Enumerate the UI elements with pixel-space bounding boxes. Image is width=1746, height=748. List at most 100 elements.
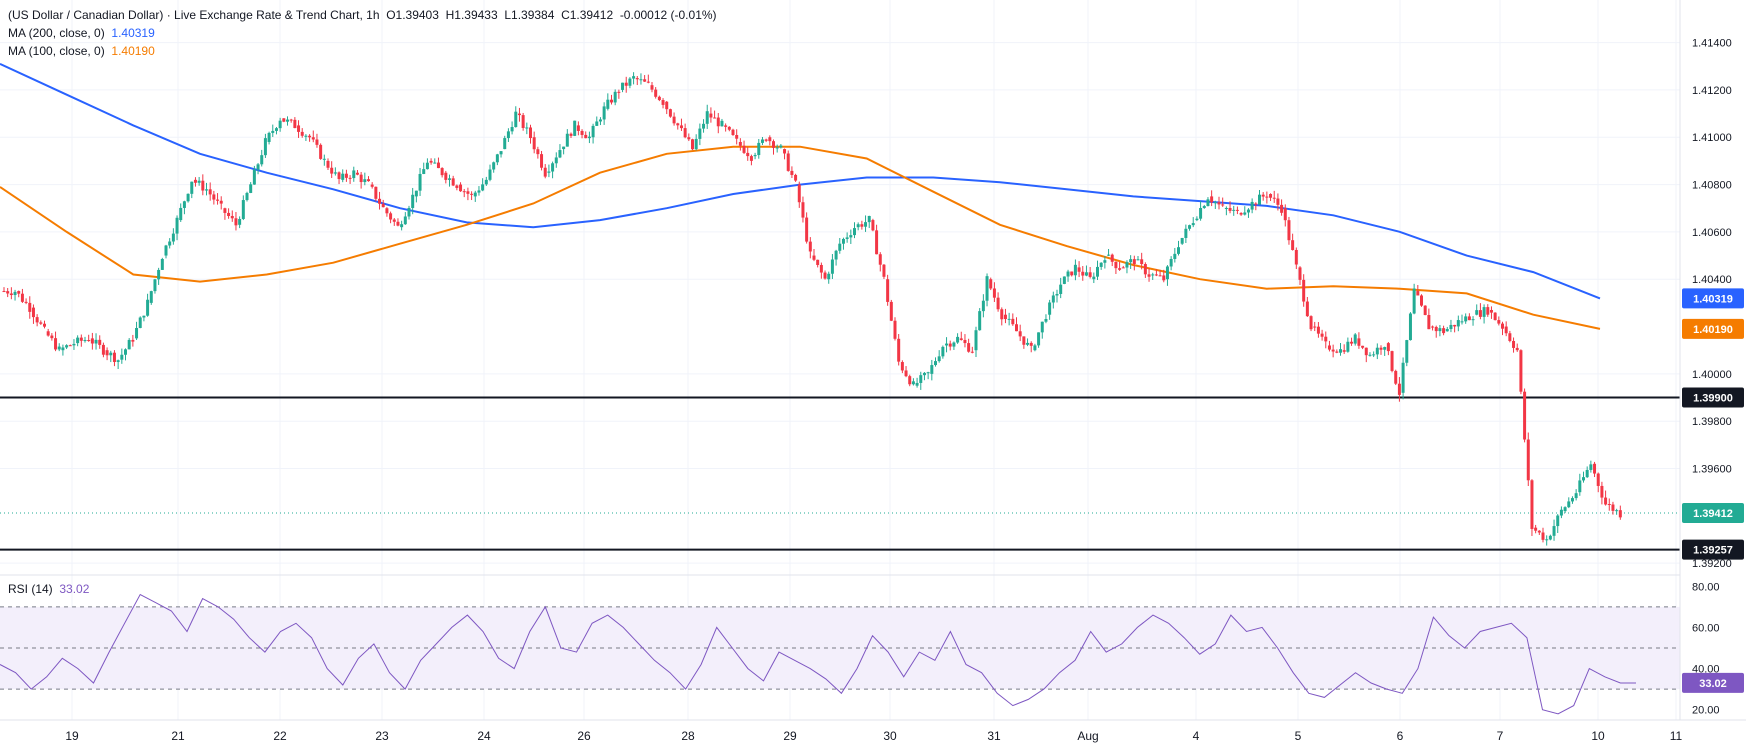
time-axis[interactable]: 19 21 22 23 24 26 28 29 30 31 Aug 4 5 6 7 10 11 — [65, 729, 1682, 743]
candle[interactable] — [1405, 339, 1409, 367]
candle[interactable] — [720, 118, 724, 127]
candle[interactable] — [370, 182, 374, 189]
candle[interactable] — [65, 344, 69, 350]
candle[interactable] — [543, 164, 547, 179]
candle[interactable] — [753, 152, 757, 160]
candle[interactable] — [1431, 325, 1435, 331]
candle[interactable] — [915, 377, 919, 388]
candle[interactable] — [683, 123, 687, 139]
candle[interactable] — [602, 102, 606, 125]
candle[interactable] — [1180, 237, 1184, 245]
candle[interactable] — [278, 117, 282, 132]
candle[interactable] — [1497, 316, 1501, 326]
candle[interactable] — [1051, 291, 1055, 309]
candle[interactable] — [772, 139, 775, 155]
candle[interactable] — [319, 143, 323, 160]
candle[interactable] — [252, 165, 256, 185]
candle[interactable] — [654, 87, 658, 99]
candle[interactable] — [757, 138, 761, 159]
candle[interactable] — [1386, 341, 1390, 356]
candle[interactable] — [79, 334, 83, 347]
candle[interactable] — [212, 190, 216, 205]
candle[interactable] — [90, 332, 94, 350]
candle[interactable] — [1397, 377, 1401, 402]
candle[interactable] — [1604, 490, 1608, 506]
candle[interactable] — [930, 359, 934, 381]
candle[interactable] — [1162, 269, 1166, 283]
price-axis[interactable]: 1.41400 1.41200 1.41000 1.40800 1.40600 1.404… — [1692, 38, 1732, 717]
candle[interactable] — [1125, 260, 1129, 274]
candle[interactable] — [87, 334, 91, 342]
candle[interactable] — [1283, 204, 1287, 227]
candle[interactable] — [422, 162, 426, 175]
candle[interactable] — [101, 342, 105, 358]
candle[interactable] — [61, 344, 65, 356]
candle[interactable] — [1037, 332, 1041, 348]
candle[interactable] — [127, 338, 131, 350]
candle[interactable] — [871, 218, 875, 232]
candle[interactable] — [1228, 201, 1232, 214]
candle[interactable] — [676, 122, 680, 130]
candle[interactable] — [1298, 266, 1302, 285]
candle[interactable] — [801, 196, 805, 223]
candle[interactable] — [521, 112, 525, 131]
candle[interactable] — [937, 350, 941, 363]
candle[interactable] — [1246, 208, 1250, 218]
candle[interactable] — [517, 107, 521, 122]
candle[interactable] — [1471, 316, 1475, 326]
candle[interactable] — [311, 130, 315, 143]
candle[interactable] — [742, 140, 746, 155]
candle[interactable] — [433, 158, 437, 164]
candle[interactable] — [436, 157, 440, 169]
candle[interactable] — [1486, 304, 1490, 317]
candle[interactable] — [506, 128, 510, 142]
candle[interactable] — [749, 154, 753, 166]
candle[interactable] — [149, 290, 153, 305]
candle[interactable] — [698, 123, 702, 146]
candle[interactable] — [76, 335, 80, 347]
candle[interactable] — [1062, 276, 1066, 285]
candle[interactable] — [875, 224, 879, 255]
candle[interactable] — [1294, 247, 1298, 270]
candle[interactable] — [1221, 197, 1225, 207]
candle[interactable] — [823, 270, 827, 280]
candle[interactable] — [389, 211, 393, 224]
candle[interactable] — [43, 320, 46, 329]
candle[interactable] — [241, 195, 245, 221]
candle[interactable] — [135, 321, 139, 341]
candle[interactable] — [610, 94, 613, 105]
candle[interactable] — [1420, 294, 1423, 307]
candle[interactable] — [1084, 265, 1088, 277]
candle[interactable] — [105, 347, 109, 361]
candle[interactable] — [536, 146, 540, 159]
candle[interactable] — [1339, 342, 1342, 356]
candle[interactable] — [661, 98, 665, 109]
candle[interactable] — [1570, 496, 1574, 504]
candle[interactable] — [1519, 349, 1523, 395]
candle[interactable] — [1055, 289, 1059, 303]
candle[interactable] — [595, 116, 599, 126]
candle[interactable] — [632, 72, 636, 85]
candle[interactable] — [1147, 268, 1151, 282]
candle[interactable] — [713, 110, 717, 119]
candle[interactable] — [783, 148, 787, 160]
candle[interactable] — [551, 161, 555, 179]
candle[interactable] — [1357, 332, 1361, 349]
candle[interactable] — [1611, 501, 1615, 515]
candle[interactable] — [1434, 325, 1438, 338]
candle[interactable] — [878, 252, 882, 272]
candle[interactable] — [963, 334, 967, 348]
candle[interactable] — [897, 334, 901, 366]
candle[interactable] — [1364, 347, 1368, 363]
candle[interactable] — [687, 133, 691, 142]
candle[interactable] — [1582, 471, 1585, 483]
candle[interactable] — [425, 158, 429, 170]
candle[interactable] — [1541, 527, 1545, 543]
candle[interactable] — [1018, 324, 1022, 342]
candle[interactable] — [709, 107, 713, 123]
candle[interactable] — [646, 74, 650, 84]
candle[interactable] — [794, 173, 798, 182]
candle[interactable] — [28, 296, 32, 319]
candle[interactable] — [363, 172, 367, 186]
candle[interactable] — [374, 186, 378, 202]
